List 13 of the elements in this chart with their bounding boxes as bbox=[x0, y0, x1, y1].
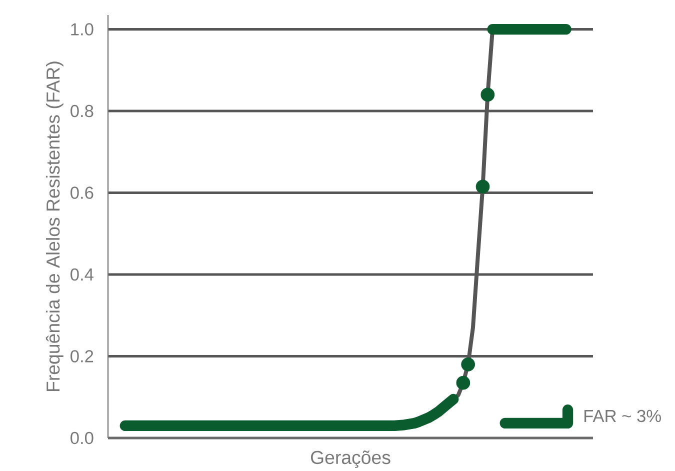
y-axis-title: Frequência de Alelos Resistentes (FAR) bbox=[46, 62, 64, 391]
annotation: FAR ~ 3% bbox=[584, 410, 661, 422]
y-tick-label: 1.0 bbox=[71, 23, 94, 36]
y-tick-label: 0.6 bbox=[70, 186, 94, 199]
y-tick-label: 0.0 bbox=[70, 432, 94, 444]
y-tick-label: 0.2 bbox=[70, 350, 94, 362]
point bbox=[480, 88, 495, 102]
point bbox=[461, 357, 476, 372]
point bbox=[476, 180, 490, 194]
point bbox=[456, 376, 470, 390]
x-axis-title: Gerações bbox=[310, 450, 390, 468]
y-tick-label: 0.8 bbox=[70, 104, 94, 118]
y-tick-label: 0.4 bbox=[70, 268, 94, 281]
